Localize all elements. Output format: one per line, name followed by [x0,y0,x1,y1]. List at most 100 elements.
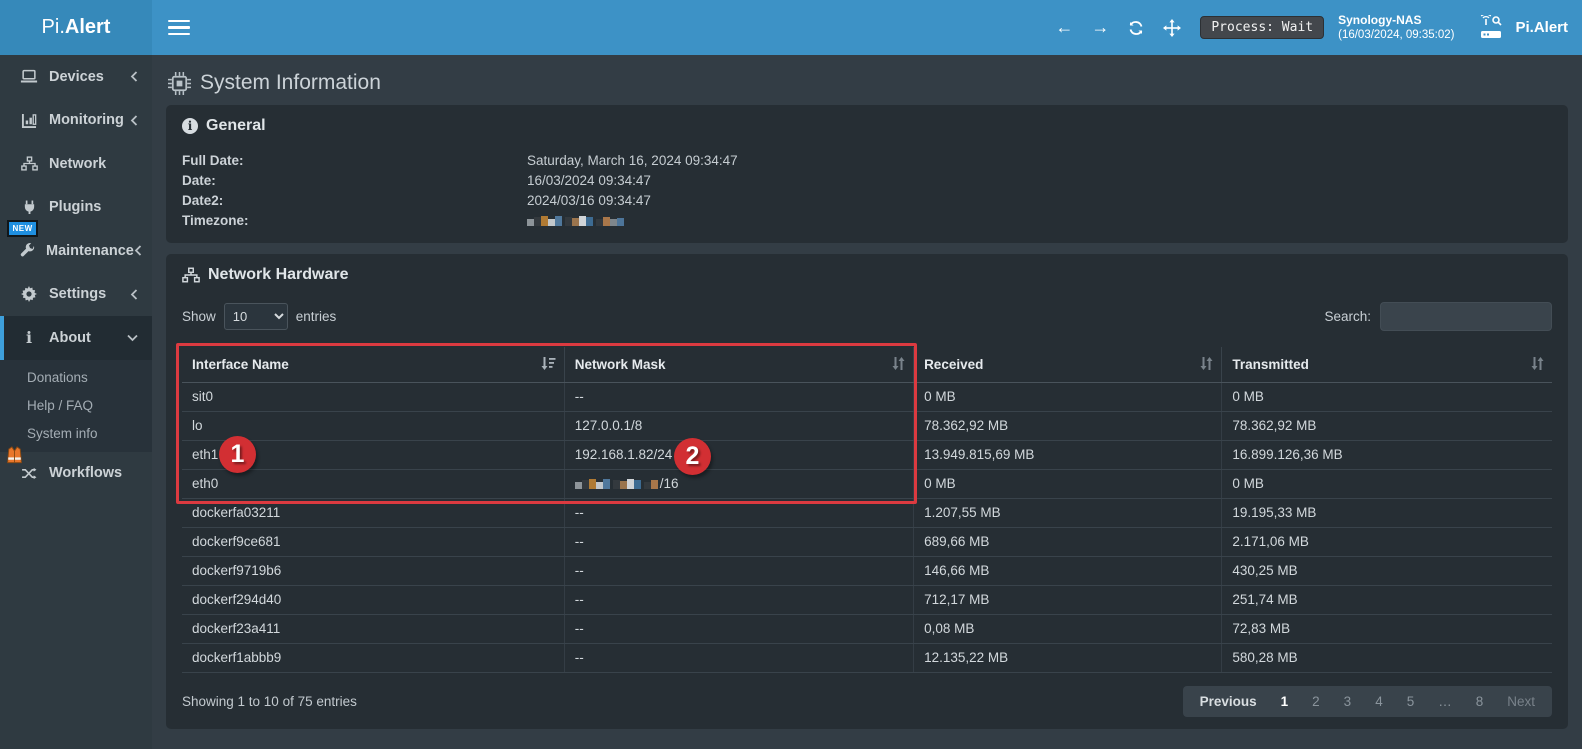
cell-mask: 127.0.0.1/8 [564,411,915,441]
info-icon: i [182,118,198,134]
sidebar-item-label: About [49,329,91,346]
cell-transmitted: 251,74 MB [1221,585,1552,615]
column-header-network-mask[interactable]: Network Mask [564,347,915,383]
sidebar-item-network[interactable]: Network [0,142,152,186]
general-label: Full Date: [182,153,244,168]
table-row: eth0 /16 0 MB 0 MB [182,469,1552,499]
cell-received: 712,17 MB [913,585,1223,615]
pagination-page-1[interactable]: 1 [1280,694,1289,709]
cell-mask: -- [564,585,915,615]
general-row: Date2: 2024/03/16 09:34:47 [182,191,1552,211]
column-header-received[interactable]: Received [913,347,1223,383]
cell-transmitted: 78.362,92 MB [1221,411,1552,441]
submenu-item-help-faq[interactable]: Help / FAQ [27,398,94,413]
cell-transmitted: 0 MB [1221,469,1552,499]
back-arrow-icon[interactable]: ← [1055,17,1074,37]
pagination-page-2[interactable]: 2 [1312,694,1320,709]
general-value-redacted [527,211,626,231]
sidebar-item-about[interactable]: i About [0,316,152,360]
pagination-ellipsis: … [1438,694,1452,709]
sidebar-item-devices[interactable]: Devices [0,55,152,99]
sidebar-item-label: Maintenance [46,242,134,259]
search-label: Search: [1324,309,1371,324]
table-row: dockerfa03211 -- 1.207,55 MB 19.195,33 M… [182,498,1552,528]
pagination-next-button[interactable]: Next [1507,694,1535,709]
cell-received: 0,08 MB [913,614,1223,644]
interfaces-table: Interface Name Network Mask [182,347,1552,673]
hamburger-menu-icon[interactable] [168,16,190,40]
router-icon [1479,14,1507,41]
cell-transmitted: 430,25 MB [1221,556,1552,586]
cell-interface: lo [182,411,565,441]
table-row: dockerf9ce681 -- 689,66 MB 2.171,06 MB [182,527,1552,557]
move-icon[interactable] [1163,18,1182,37]
general-label: Date: [182,173,216,188]
chart-icon [20,113,38,128]
cell-mask: 192.168.1.82/24 [564,440,915,470]
table-row: dockerf294d40 -- 712,17 MB 251,74 MB [182,585,1552,615]
redacted-pixel-strip [574,479,658,490]
column-header-transmitted[interactable]: Transmitted [1221,347,1552,383]
search-input[interactable] [1380,302,1552,331]
general-label: Date2: [182,193,224,208]
device-timestamp: (16/03/2024, 09:35:02) [1338,28,1455,41]
pagination-page-8[interactable]: 8 [1475,694,1484,709]
pagination-page-3[interactable]: 3 [1343,694,1352,709]
sidebar-item-label: Workflows [49,465,123,482]
cell-interface: dockerf23a411 [182,614,565,644]
cell-received: 689,66 MB [913,527,1223,557]
sidebar: Devices Monitoring Networ [0,55,152,749]
submenu-item-system-info[interactable]: System info [27,426,98,441]
sidebar-item-label: Devices [49,68,104,85]
sidebar-item-maintenance[interactable]: NEW Maintenance [0,220,152,273]
table-row: lo 127.0.0.1/8 78.362,92 MB 78.362,92 MB [182,411,1552,441]
chevron-left-icon [134,245,142,256]
cell-mask: -- [564,527,915,557]
main-content: System Information i General Full Date: … [152,55,1582,749]
submenu-item-donations[interactable]: Donations [27,370,88,385]
page-title-text: System Information [200,71,381,94]
page-size-select[interactable]: 10 [223,303,288,330]
process-status-badge: Process: Wait [1200,16,1325,39]
cell-interface: eth1 [182,440,565,470]
cell-received: 13.949.815,69 MB [913,440,1223,470]
cell-transmitted: 72,83 MB [1221,614,1552,644]
pagination-page-5[interactable]: 5 [1406,694,1415,709]
pagination-previous-button[interactable]: Previous [1199,694,1257,709]
app-logo[interactable]: Pi. Alert [0,0,152,55]
cell-mask: -- [564,643,915,673]
shuffle-icon [20,467,38,480]
sidebar-item-workflows[interactable]: Workflows [0,445,152,496]
table-row: dockerf1abbb9 -- 12.135,22 MB 580,28 MB [182,643,1552,673]
chevron-left-icon [130,71,138,82]
general-label: Timezone: [182,213,249,228]
sidebar-item-settings[interactable]: Settings [0,273,152,317]
refresh-icon[interactable] [1127,20,1145,36]
sidebar-item-plugins[interactable]: Plugins [0,186,152,230]
sort-both-icon [1200,356,1213,373]
device-info: Synology-NAS (16/03/2024, 09:35:02) [1338,12,1454,44]
new-badge: NEW [7,220,39,237]
cell-transmitted: 16.899.126,36 MB [1221,440,1552,470]
cell-transmitted: 580,28 MB [1221,643,1552,673]
table-footer: Showing 1 to 10 of 75 entries Previous 1… [182,686,1552,717]
wrench-icon [20,243,35,258]
redacted-pixel-strip [527,216,624,227]
general-row: Timezone: [182,211,1552,231]
general-rows: Full Date: Saturday, March 16, 2024 09:3… [182,151,1552,231]
cell-received: 1.207,55 MB [913,498,1223,528]
app-name: Pi.Alert [1515,19,1568,36]
page-title: System Information [166,65,1568,105]
forward-arrow-icon[interactable]: → [1091,17,1110,37]
sidebar-item-monitoring[interactable]: Monitoring [0,99,152,143]
info-icon: i [25,328,33,348]
pagination-page-4[interactable]: 4 [1375,694,1383,709]
cell-mask: -- [564,382,915,412]
plug-icon [20,200,38,215]
general-panel: i General Full Date: Saturday, March 16,… [166,105,1568,243]
sort-both-icon [1531,356,1544,373]
table-wrapper: Interface Name Network Mask [176,343,1552,673]
column-header-interface-name[interactable]: Interface Name [182,347,565,383]
show-entries-control: Show 10 entries [182,303,336,330]
sort-both-icon [892,356,905,373]
